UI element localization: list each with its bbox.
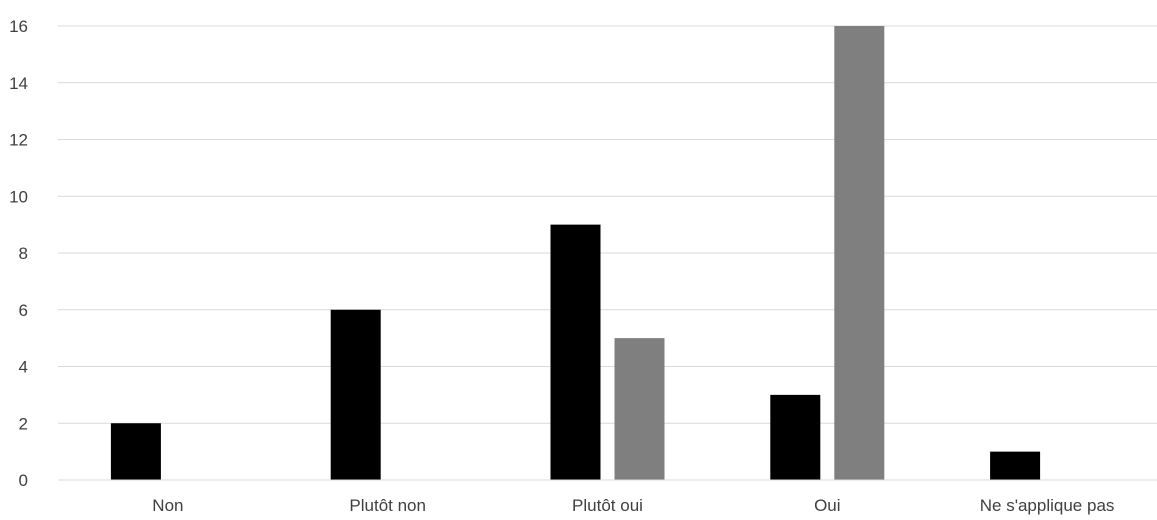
y-tick-label: 2	[19, 414, 28, 433]
x-category-label: Oui	[814, 496, 840, 515]
y-tick-label: 6	[19, 301, 28, 320]
bar-series-2	[834, 26, 885, 480]
y-tick-label: 0	[19, 471, 28, 490]
bar-series-1	[770, 394, 821, 480]
y-tick-label: 4	[19, 358, 28, 377]
bar-series-1	[550, 224, 601, 480]
bar-series-1	[990, 451, 1041, 480]
bar-series-1	[110, 423, 161, 480]
y-tick-label: 8	[19, 244, 28, 263]
y-tick-label: 16	[9, 17, 28, 36]
bar-series-2	[614, 338, 665, 480]
x-category-label: Non	[152, 496, 183, 515]
x-axis-labels: Non Plutôt non Plutôt oui Oui Ne s'applique …	[152, 496, 1114, 515]
y-axis-ticks: 0 2 4 6 8 10 12 14 16	[9, 17, 28, 490]
y-tick-label: 14	[9, 74, 28, 93]
y-tick-label: 10	[9, 187, 28, 206]
bar-series-1	[330, 309, 381, 480]
bars	[110, 26, 1041, 480]
y-tick-label: 12	[9, 131, 28, 150]
gridlines	[58, 25, 1157, 424]
x-category-label: Plutôt oui	[572, 496, 643, 515]
x-category-label: Ne s'applique pas	[980, 496, 1115, 515]
x-category-label: Plutôt non	[349, 496, 426, 515]
